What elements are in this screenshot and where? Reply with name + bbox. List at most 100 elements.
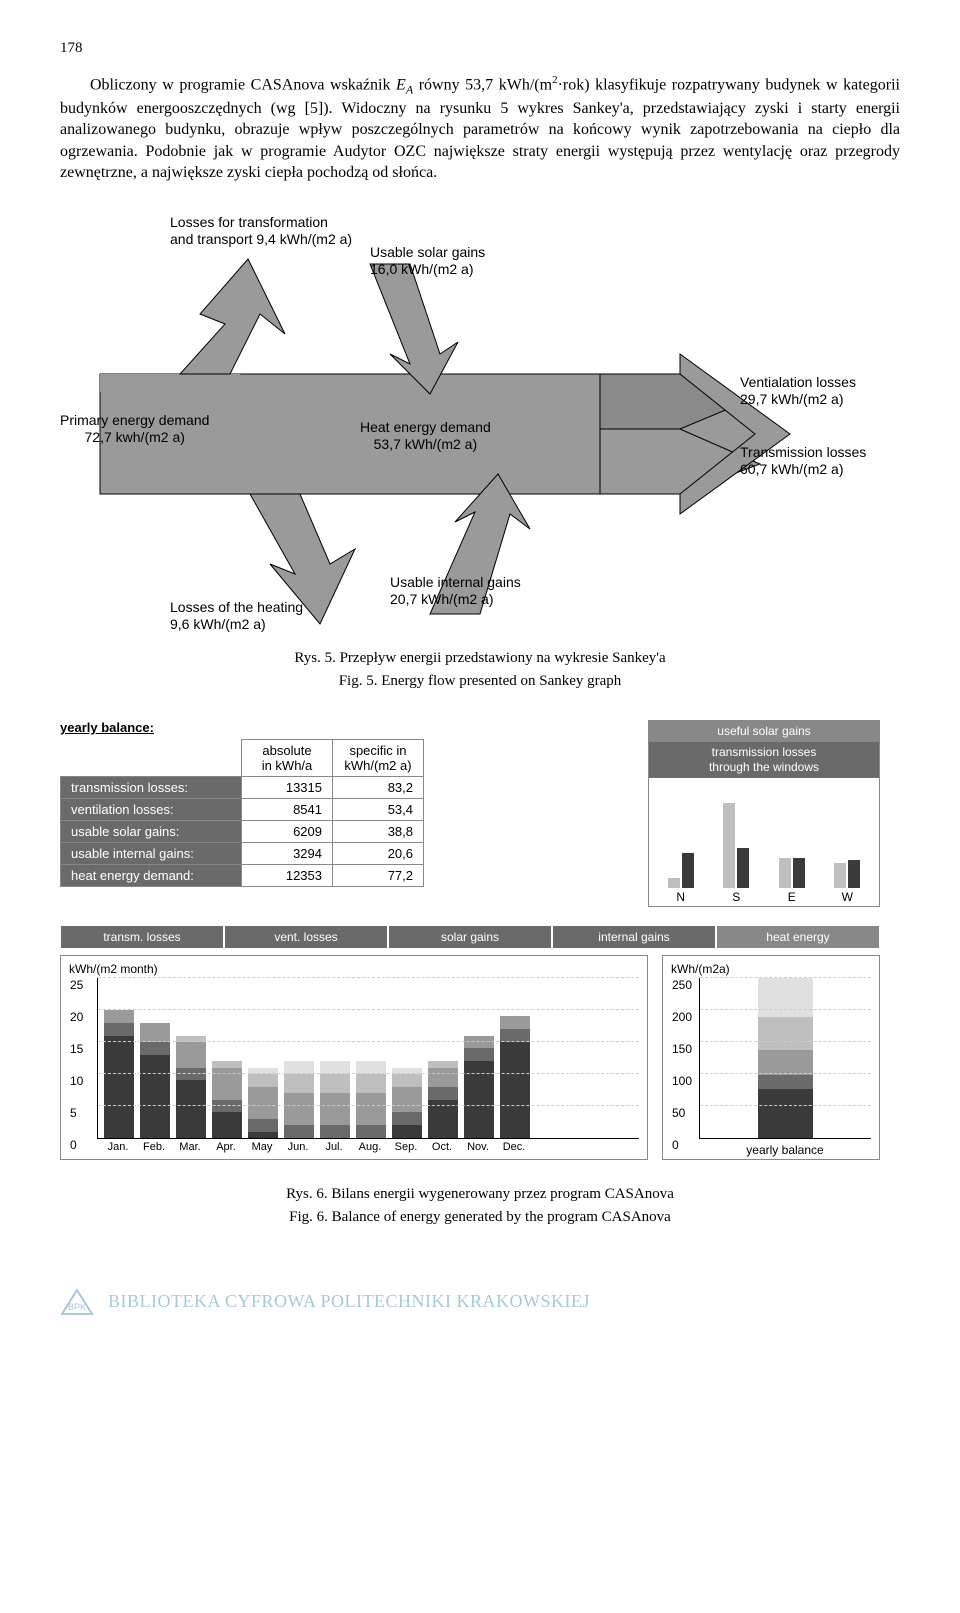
label-heat-demand: Heat energy demand 53,7 kWh/(m2 a) xyxy=(360,419,491,453)
stack-segment xyxy=(248,1087,278,1119)
direction-column: E xyxy=(779,798,805,904)
month-stack xyxy=(176,1036,206,1138)
losses-bar xyxy=(682,853,694,888)
stack-segment xyxy=(356,1093,386,1125)
row-spec: 38,8 xyxy=(333,821,424,843)
row-abs: 13315 xyxy=(242,777,333,799)
series-tab[interactable]: internal gains xyxy=(552,925,716,949)
row-spec: 77,2 xyxy=(333,865,424,887)
body-paragraph: Obliczony w programie CASAnova wskaźnik … xyxy=(60,73,900,184)
month-stack xyxy=(248,1068,278,1138)
table-row: heat energy demand:1235377,2 xyxy=(61,865,424,887)
label-primary: Primary energy demand 72,7 kwh/(m2 a) xyxy=(60,412,209,446)
series-tab[interactable]: heat energy xyxy=(716,925,880,949)
row-spec: 20,6 xyxy=(333,843,424,865)
row-label: transmission losses: xyxy=(61,777,242,799)
stack-segment xyxy=(104,1023,134,1036)
table-row: transmission losses:1331583,2 xyxy=(61,777,424,799)
yb-header-spec: specific in kWh/(m2 a) xyxy=(333,740,424,777)
row-label: heat energy demand: xyxy=(61,865,242,887)
series-tab[interactable]: vent. losses xyxy=(224,925,388,949)
row-abs: 3294 xyxy=(242,843,333,865)
monthly-chart-panel: kWh/(m2 month) 0510152025 Jan.Feb.Mar.Ap… xyxy=(60,955,648,1160)
stack-segment xyxy=(320,1074,350,1093)
stack-segment xyxy=(248,1132,278,1138)
stack-segment xyxy=(464,1048,494,1061)
stack-segment xyxy=(176,1068,206,1081)
stack-segment xyxy=(320,1093,350,1125)
stack-segment xyxy=(140,1042,170,1055)
stack-segment xyxy=(320,1125,350,1138)
stack-segment xyxy=(104,1010,134,1023)
direction-panel: useful solar gains transmission losses t… xyxy=(648,720,880,907)
month-stack xyxy=(392,1068,422,1138)
label-heating-losses: Losses of the heating 9,6 kWh/(m2 a) xyxy=(170,599,303,633)
label-ventilation: Ventialation losses 29,7 kWh/(m2 a) xyxy=(740,374,856,408)
stack-segment xyxy=(356,1125,386,1138)
direction-label: N xyxy=(676,890,685,904)
stack-segment xyxy=(500,1016,530,1029)
series-tab[interactable]: solar gains xyxy=(388,925,552,949)
label-transmission: Transmission losses 60,7 kWh/(m2 a) xyxy=(740,444,866,478)
stack-segment xyxy=(176,1042,206,1068)
sankey-diagram: Losses for transformation and transport … xyxy=(60,204,880,644)
mini-header-gains: useful solar gains xyxy=(649,721,879,742)
footer-text: BIBLIOTEKA CYFROWA POLITECHNIKI KRAKOWSK… xyxy=(108,1291,590,1312)
y-tick: 150 xyxy=(672,1042,692,1056)
fig5-caption-pl: Rys. 5. Przepływ energii przedstawiony n… xyxy=(60,650,900,667)
stack-segment xyxy=(248,1074,278,1087)
gains-bar xyxy=(779,858,791,888)
stack-segment xyxy=(104,1036,134,1138)
y-tick: 100 xyxy=(672,1074,692,1088)
direction-column: S xyxy=(723,798,749,904)
stack-segment xyxy=(758,1050,813,1075)
row-abs: 12353 xyxy=(242,865,333,887)
direction-label: S xyxy=(732,890,740,904)
stack-segment xyxy=(284,1074,314,1093)
gains-bar xyxy=(723,803,735,888)
yearly-balance-table: absolute in kWh/a specific in kWh/(m2 a)… xyxy=(60,739,424,887)
losses-bar xyxy=(848,860,860,888)
month-stack xyxy=(500,1016,530,1138)
y-tick: 0 xyxy=(70,1138,77,1152)
month-label: Nov. xyxy=(463,1141,493,1153)
page-number: 178 xyxy=(60,40,900,57)
stack-segment xyxy=(392,1112,422,1125)
row-abs: 6209 xyxy=(242,821,333,843)
stack-segment xyxy=(356,1074,386,1093)
direction-label: W xyxy=(842,890,853,904)
stack-segment xyxy=(428,1087,458,1100)
stack-segment xyxy=(758,978,813,1016)
gains-bar xyxy=(834,863,846,888)
table-row: usable solar gains:620938,8 xyxy=(61,821,424,843)
yearly-ylabel: kWh/(m2a) xyxy=(671,962,871,976)
month-label: Aug. xyxy=(355,1141,385,1153)
y-tick: 15 xyxy=(70,1042,83,1056)
stack-segment xyxy=(392,1125,422,1138)
stack-segment xyxy=(464,1036,494,1049)
series-tabs: transm. lossesvent. lossessolar gainsint… xyxy=(60,925,880,949)
yearly-balance-title: yearly balance: xyxy=(60,720,618,735)
series-tab[interactable]: transm. losses xyxy=(60,925,224,949)
losses-bar xyxy=(793,858,805,888)
mini-header-losses: transmission losses through the windows xyxy=(649,742,879,778)
month-label: Mar. xyxy=(175,1141,205,1153)
table-row: usable internal gains:329420,6 xyxy=(61,843,424,865)
footer: BPK BIBLIOTEKA CYFROWA POLITECHNIKI KRAK… xyxy=(60,1286,900,1316)
stack-segment xyxy=(248,1119,278,1132)
row-abs: 8541 xyxy=(242,799,333,821)
label-solar-gains: Usable solar gains 16,0 kWh/(m2 a) xyxy=(370,244,485,278)
row-spec: 53,4 xyxy=(333,799,424,821)
month-label: Oct. xyxy=(427,1141,457,1153)
fig6-caption-pl: Rys. 6. Bilans energii wygenerowany prze… xyxy=(60,1186,900,1203)
stack-segment xyxy=(212,1100,242,1113)
stack-segment xyxy=(140,1023,170,1042)
month-label: Feb. xyxy=(139,1141,169,1153)
stack-segment xyxy=(392,1087,422,1113)
yearly-stack xyxy=(758,978,813,1138)
row-spec: 83,2 xyxy=(333,777,424,799)
stack-segment xyxy=(392,1074,422,1087)
month-label: Apr. xyxy=(211,1141,241,1153)
losses-bar xyxy=(737,848,749,888)
stack-segment xyxy=(758,1017,813,1051)
